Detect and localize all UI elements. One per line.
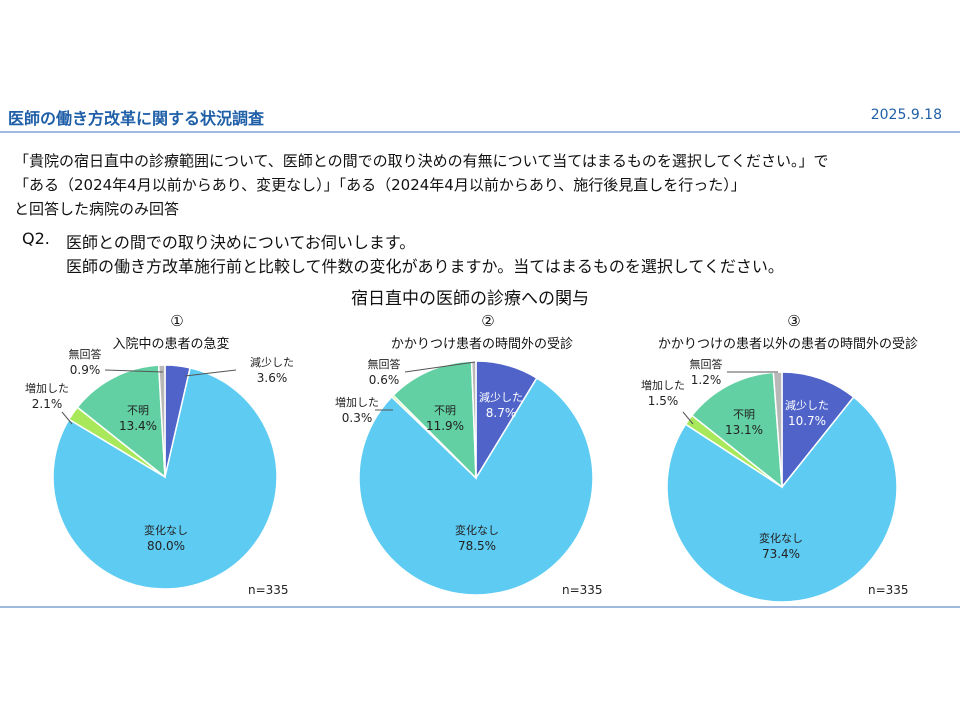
slice-label: 増加した xyxy=(335,396,379,409)
sample-size-label: n=335 xyxy=(562,583,603,597)
slice-label: 不明 xyxy=(434,404,456,417)
slice-value-label: 11.9% xyxy=(426,419,464,433)
slice-value-label: 2.1% xyxy=(32,397,63,411)
chart-main-title: 宿日直中の医師の診療への関与 xyxy=(351,289,589,309)
slice-label: 減少した xyxy=(785,398,829,412)
footer-divider xyxy=(0,606,960,608)
slice-label: 無回答 xyxy=(368,357,401,371)
question-intro-line-3: と回答した病院のみ回答 xyxy=(14,200,180,218)
slice-label: 増加した xyxy=(25,382,69,395)
question-text-line-2: 医師の働き方改革施行前と比較して件数の変化がありますか。当てはまるものを選択して… xyxy=(66,257,784,276)
pie-slice-変化なし xyxy=(52,366,278,590)
chart-subtitle: かかりつけの患者以外の患者の時間外の受診 xyxy=(658,336,918,352)
pie-slice-不明 xyxy=(392,360,477,480)
question-number: Q2. xyxy=(22,229,50,248)
chart-number: ② xyxy=(481,312,494,330)
slice-value-label: 10.7% xyxy=(788,414,826,428)
sample-size-label: n=335 xyxy=(248,583,289,597)
pie-slice-変化なし xyxy=(358,377,594,596)
slice-value-label: 8.7% xyxy=(486,406,517,420)
chart-number: ① xyxy=(170,312,183,330)
slice-label: 不明 xyxy=(733,408,755,421)
slice-value-label: 0.3% xyxy=(342,411,373,425)
sample-size-label: n=335 xyxy=(868,583,909,597)
chart-subtitle: 入院中の患者の急変 xyxy=(112,336,229,352)
slice-value-label: 80.0% xyxy=(147,539,185,553)
slice-label: 不明 xyxy=(127,404,149,417)
leader-line xyxy=(104,369,164,373)
pie-slice-無回答 xyxy=(470,360,477,479)
slice-label: 減少した xyxy=(250,355,294,369)
pie-slice-変化なし xyxy=(666,396,898,603)
question-text-line-1: 医師との間での取り決めについてお伺いします。 xyxy=(66,233,416,252)
leader-line xyxy=(682,411,694,425)
slice-label: 変化なし xyxy=(455,523,499,537)
chart-subtitle: かかりつけ患者の時間外の受診 xyxy=(391,336,573,352)
slice-value-label: 73.4% xyxy=(762,547,800,561)
slice-value-label: 1.5% xyxy=(648,394,679,408)
page-title: 医師の働き方改革に関する状況調査 xyxy=(8,109,265,128)
question-intro-line-2: 「ある（2024年4月以前からあり、変更なし）」「ある（2024年4月以前からあ… xyxy=(14,176,746,194)
slice-value-label: 0.6% xyxy=(369,373,400,387)
slice-label: 増加した xyxy=(641,379,685,392)
slice-value-label: 78.5% xyxy=(458,539,496,553)
slice-label: 変化なし xyxy=(144,523,188,537)
slice-value-label: 13.1% xyxy=(725,423,763,437)
slice-value-label: 13.4% xyxy=(119,419,157,433)
slice-value-label: 3.6% xyxy=(257,371,288,385)
pie-slice-減少した xyxy=(781,371,855,490)
pie-slice-不明 xyxy=(690,371,783,489)
leader-line xyxy=(61,411,73,425)
question-intro-line-1: 「貴院の宿日直中の診療範囲について、医師との間での取り決めの有無について当てはま… xyxy=(14,152,829,170)
report-date: 2025.9.18 xyxy=(870,107,942,123)
header-divider xyxy=(0,131,960,133)
slice-label: 変化なし xyxy=(759,531,803,545)
leader-line xyxy=(184,369,237,377)
slice-value-label: 0.9% xyxy=(70,363,101,377)
leader-line xyxy=(404,361,476,373)
slice-label: 無回答 xyxy=(690,357,723,371)
pie-slice-無回答 xyxy=(157,364,166,478)
slice-label: 無回答 xyxy=(69,347,102,361)
slice-value-label: 1.2% xyxy=(691,373,722,387)
slice-label: 減少した xyxy=(479,390,523,404)
chart-number: ③ xyxy=(787,312,800,330)
pie-slice-不明 xyxy=(76,364,166,479)
